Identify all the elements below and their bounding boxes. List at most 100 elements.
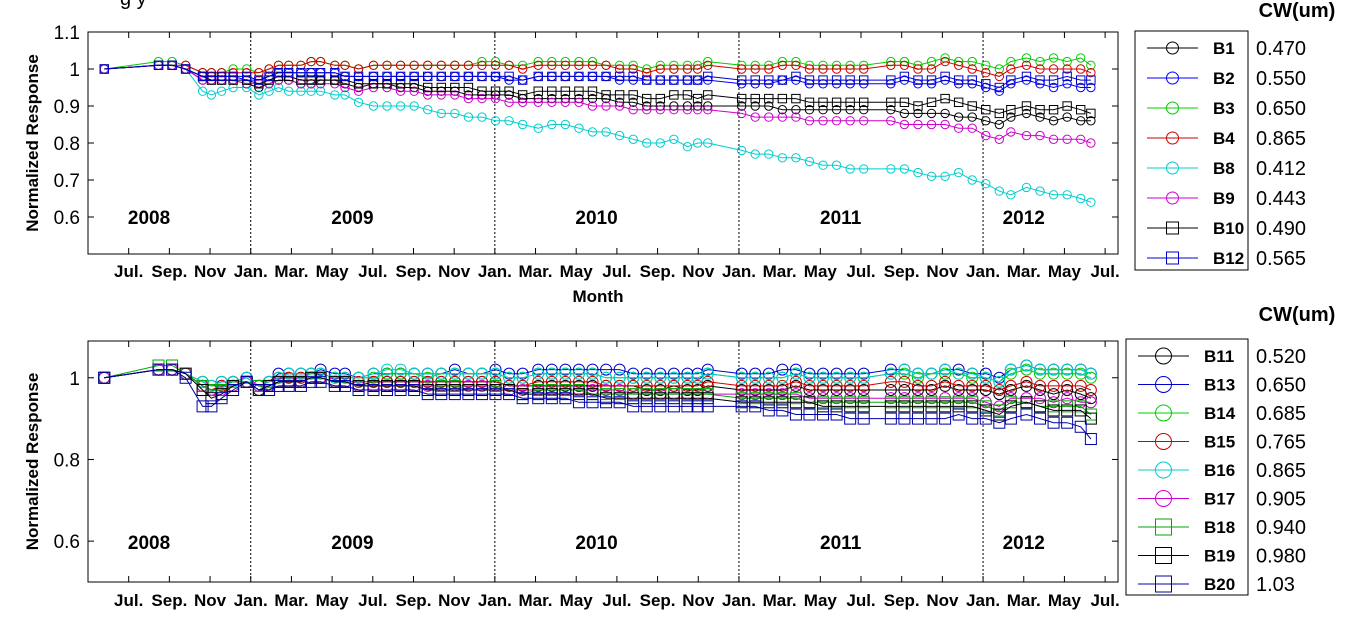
data-point (682, 105, 693, 115)
data-point (1074, 367, 1087, 380)
data-point (574, 60, 584, 71)
data-point (153, 60, 164, 70)
data-point (692, 75, 703, 85)
legend: B1 B2 B3 B4 B8 B9 B10 B12 (1134, 30, 1249, 271)
data-point (703, 101, 713, 111)
x-tick-label: Nov (194, 591, 227, 610)
data-point (328, 367, 341, 380)
data-point (886, 97, 896, 107)
data-point (994, 82, 1005, 93)
data-point (1047, 388, 1060, 401)
data-point (284, 68, 294, 78)
data-point (913, 119, 923, 130)
data-point (913, 101, 923, 111)
legend-marker-B4 (1166, 131, 1179, 145)
data-point (655, 75, 665, 85)
year-label-2012: 2012 (1003, 208, 1045, 229)
data-point (642, 93, 652, 104)
data-point (1020, 359, 1033, 372)
data-point (600, 371, 613, 384)
data-point (691, 379, 704, 392)
data-point (560, 119, 571, 130)
data-point (804, 64, 815, 74)
data-point (830, 371, 843, 384)
cw-header-top: CW(um) (1259, 0, 1336, 22)
data-point (1074, 379, 1087, 392)
data-point (463, 93, 474, 104)
data-point (273, 68, 284, 78)
data-point (368, 79, 379, 89)
data-point (692, 64, 703, 74)
data-point (804, 156, 815, 167)
data-point (254, 75, 264, 85)
data-point (952, 384, 965, 397)
data-point (395, 101, 406, 111)
x-tick-label: Jan. (722, 591, 756, 610)
series-line-B20 (104, 369, 1092, 440)
data-point (1061, 379, 1074, 392)
data-point (627, 400, 640, 413)
data-point (1004, 379, 1017, 392)
x-tick-label: Jul. (846, 262, 875, 281)
series-line-B19 (104, 369, 1092, 419)
data-point (1047, 416, 1060, 429)
legend-marker-B11 (1155, 347, 1172, 365)
data-point (1021, 53, 1032, 63)
data-point (1004, 367, 1017, 380)
data-point (776, 384, 789, 397)
data-point (859, 164, 869, 174)
data-point (764, 93, 774, 104)
data-point (296, 75, 306, 85)
y-tick-label: 0.8 (54, 450, 80, 471)
data-point (475, 388, 488, 401)
cw-value-B18: 0.940 (1256, 517, 1306, 539)
data-point (315, 68, 326, 78)
data-point (845, 164, 855, 174)
cw-value-B4: 0.865 (1256, 128, 1306, 150)
x-tick-label: May (804, 262, 838, 281)
data-point (789, 375, 802, 388)
data-point (368, 60, 379, 71)
data-point (654, 392, 667, 405)
legend-marker-B9 (1166, 191, 1179, 205)
legend-label-B11: B11 (1204, 347, 1234, 366)
data-point (1086, 60, 1096, 71)
data-point (587, 71, 598, 82)
x-tick-label: Nov (682, 591, 715, 610)
data-point (926, 64, 937, 74)
data-point (993, 388, 1006, 401)
data-point (654, 367, 667, 380)
data-point (1020, 408, 1033, 421)
data-point (560, 71, 571, 82)
data-point (587, 127, 598, 137)
cw-value-B1: 0.470 (1256, 38, 1306, 60)
data-point (953, 97, 964, 107)
data-point (736, 145, 747, 156)
data-point (735, 371, 748, 384)
x-tick-label: May (560, 591, 594, 610)
data-point (762, 367, 775, 380)
data-point (601, 90, 611, 100)
data-point (886, 116, 896, 126)
data-point (669, 134, 679, 145)
data-point (803, 408, 816, 421)
x-tick-label: Sep. (640, 591, 676, 610)
data-point (463, 112, 474, 122)
data-point (409, 71, 419, 82)
data-point (952, 363, 965, 376)
data-point (1006, 190, 1016, 200)
data-point (762, 371, 775, 384)
x-tick-label: Jul. (846, 591, 875, 610)
data-point (587, 93, 598, 104)
data-point (1076, 64, 1086, 74)
data-point (967, 112, 977, 122)
data-point (979, 379, 992, 392)
data-point (227, 384, 240, 397)
data-point (352, 371, 365, 384)
data-point (789, 379, 802, 392)
year-label-2011: 2011 (820, 533, 862, 554)
data-point (1084, 384, 1097, 397)
data-point (504, 86, 514, 96)
data-point (490, 71, 501, 82)
data-point (1086, 82, 1096, 93)
